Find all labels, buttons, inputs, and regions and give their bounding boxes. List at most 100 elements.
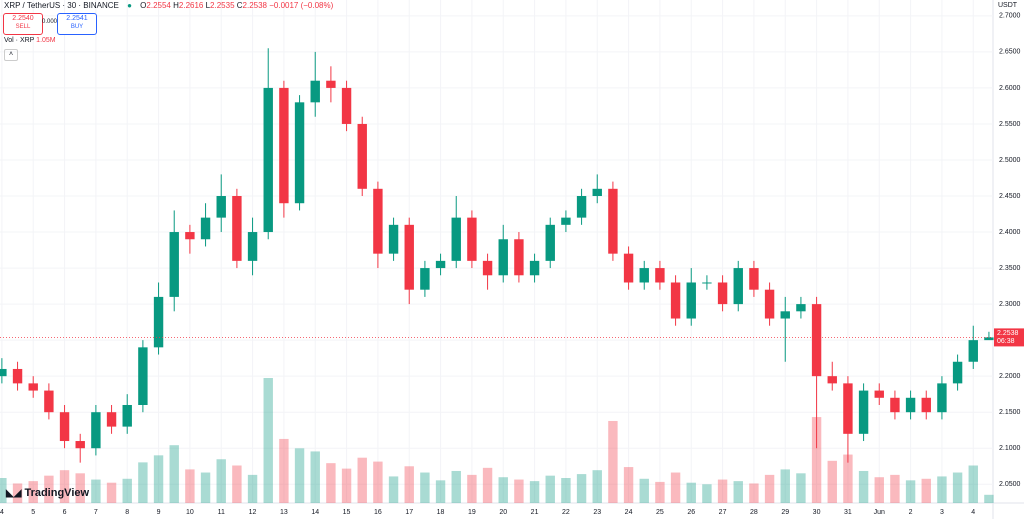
x-tick-label: 2 <box>909 509 913 516</box>
x-tick-label: 9 <box>157 509 161 516</box>
volume-bar <box>153 455 164 503</box>
candle-body <box>670 282 681 319</box>
candle-body <box>247 232 258 261</box>
candle-body <box>843 383 853 434</box>
volume-bar <box>467 474 477 503</box>
buy-button[interactable]: 2.2541 BUY <box>57 13 97 35</box>
volume-bar <box>702 484 712 503</box>
volume-value: 1.05M <box>36 37 56 44</box>
sell-price: 2.2540 <box>12 15 34 22</box>
volume-bar <box>561 478 571 503</box>
y-tick-label: 2.5500 <box>999 121 1021 128</box>
volume-bar <box>843 454 853 503</box>
x-tick-label: 16 <box>374 509 382 516</box>
candle-body <box>702 282 712 284</box>
candle-body <box>952 361 963 384</box>
volume-bar <box>639 478 649 503</box>
candle-body <box>623 253 634 283</box>
collapse-button[interactable]: ˄ <box>4 49 18 61</box>
volume-bar <box>200 472 211 503</box>
candle-body <box>608 188 618 254</box>
symbol-bar: XRP / TetherUS · 30 · BINANCE ● O2.2554 … <box>4 1 333 10</box>
candle-body <box>498 239 508 276</box>
y-tick-label: 2.6500 <box>999 49 1021 56</box>
x-tick-label: 6 <box>63 509 67 516</box>
candle-body <box>451 217 461 261</box>
candle-body <box>529 260 540 276</box>
volume-bar <box>764 474 775 503</box>
ohlc-h: 2.2616 <box>178 1 204 10</box>
volume-bar <box>310 451 320 503</box>
y-tick-label: 2.3500 <box>999 265 1021 272</box>
candle-body <box>294 102 305 204</box>
x-tick-label: 31 <box>844 509 852 516</box>
volume-bar <box>749 483 759 503</box>
volume-bar <box>655 481 665 503</box>
y-tick-label: 2.1000 <box>999 445 1021 452</box>
candle-body <box>874 390 884 398</box>
x-tick-label: Jun <box>874 509 885 516</box>
x-tick-label: 19 <box>468 509 476 516</box>
candle-body <box>200 217 211 240</box>
x-tick-label: 4 <box>0 509 4 516</box>
currency[interactable]: USDT <box>998 2 1018 9</box>
candle-body <box>279 87 289 204</box>
volume-bar <box>279 438 289 503</box>
candle-body <box>905 397 916 413</box>
volume-bar <box>937 476 947 503</box>
volume-bar <box>514 479 524 503</box>
brand-name: TradingView <box>24 487 90 499</box>
sell-button[interactable]: 2.2540 SELL <box>3 13 43 35</box>
candle-body <box>44 390 54 413</box>
candle-body <box>467 217 477 261</box>
ohlc-l-label: L <box>205 1 211 10</box>
candle-body <box>592 188 602 197</box>
x-tick-label: 12 <box>249 509 257 516</box>
candle-body <box>91 412 101 449</box>
logo-icon: ◣◢ <box>6 488 22 499</box>
volume-bar <box>608 420 618 503</box>
candle-body <box>122 404 132 427</box>
candle-body <box>733 268 743 305</box>
volume-bar <box>185 469 195 503</box>
volume-bar <box>28 481 38 503</box>
symbol[interactable]: XRP / TetherUS · 30 · BINANCE <box>4 1 119 10</box>
status-dot: ● <box>127 1 132 10</box>
candle-body <box>435 260 446 269</box>
x-tick-label: 23 <box>593 509 601 516</box>
x-tick-label: 4 <box>971 509 975 516</box>
candle-body <box>984 337 994 341</box>
volume-bar <box>545 475 555 503</box>
y-tick-label: 2.6000 <box>999 85 1021 92</box>
x-tick-label: 27 <box>719 509 727 516</box>
volume-bar <box>686 482 696 503</box>
candle-body <box>28 383 38 391</box>
ohlc-l: 2.2535 <box>210 1 235 10</box>
candle-body <box>968 340 978 362</box>
volume-bar <box>373 461 383 503</box>
volume-bar <box>420 472 430 503</box>
countdown: 06:38 <box>997 338 1015 345</box>
candle-body <box>341 87 352 124</box>
y-tick-label: 2.4500 <box>999 193 1021 200</box>
candle-body <box>12 368 23 384</box>
x-tick-label: 14 <box>311 509 319 516</box>
candle-body <box>138 347 148 405</box>
x-tick-label: 10 <box>186 509 194 516</box>
volume-bar <box>796 473 806 503</box>
candle-body <box>561 217 571 225</box>
last-price-tag <box>994 328 1024 347</box>
x-tick-label: 8 <box>125 509 129 516</box>
volume-legend: Vol · XRP 1.05M <box>4 37 56 44</box>
candle-body <box>310 80 320 103</box>
x-tick-label: 5 <box>31 509 35 516</box>
candle-body <box>796 304 806 312</box>
candle-body <box>373 188 383 254</box>
volume-bar <box>232 465 242 503</box>
candle-body <box>153 296 164 348</box>
x-tick-label: 18 <box>437 509 445 516</box>
volume-bar <box>717 479 728 503</box>
volume-bar <box>0 478 7 503</box>
